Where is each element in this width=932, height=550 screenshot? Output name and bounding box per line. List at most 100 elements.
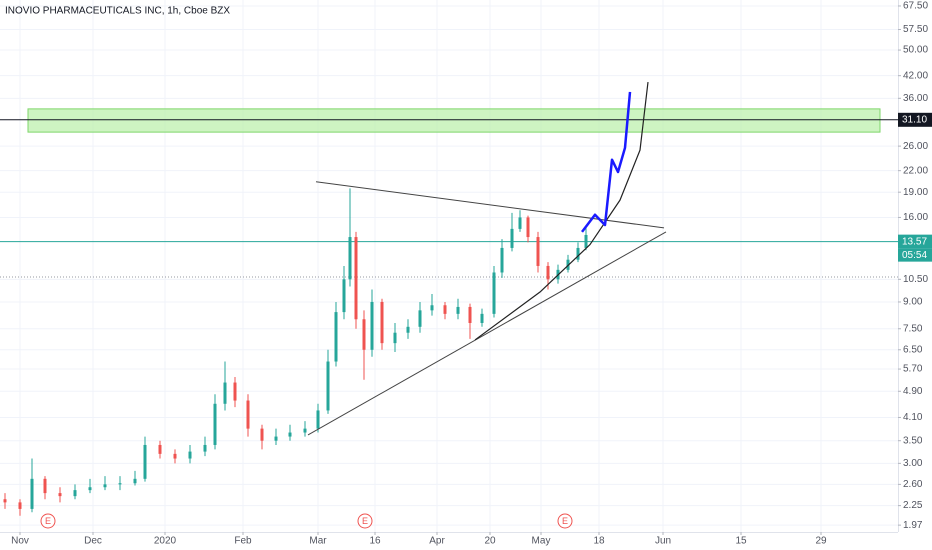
y-tick-label: 36.00 [903,93,928,104]
candle-body [58,493,62,497]
y-tick-label: 67.50 [903,1,928,12]
y-tick-label: 57.50 [903,24,928,35]
candle-body [326,361,330,411]
y-tick-label: 2.25 [903,500,923,511]
price-badge [898,234,932,249]
candle-body [288,432,292,437]
candle-body [73,490,77,497]
y-tick-label: 6.50 [903,344,923,355]
candle-body [380,301,384,344]
candle-body [406,326,410,333]
y-tick-label: 5.70 [903,364,923,375]
x-tick-label: May [532,536,551,547]
candle-body [334,312,338,362]
candle-body [274,436,278,441]
y-tick-label: 7.50 [903,323,923,334]
price-badge-label: 13.57 [902,236,927,247]
chart-title: INOVIO PHARMACEUTICALS INC, 1h, Cboe BZX [5,6,230,17]
x-tick-label: Mar [309,536,327,547]
candle-body [418,310,422,327]
candle-body [143,444,147,479]
x-tick-label: 15 [735,536,747,547]
timer-label: 05:54 [902,250,927,261]
x-tick-label: Feb [234,536,252,547]
candle-body [362,319,366,350]
y-tick-label: 10.50 [903,274,928,285]
candle-body [546,265,550,280]
x-tick-label: 20 [484,536,496,547]
y-tick-label: 50.00 [903,45,928,56]
candle-body [500,247,504,273]
x-tick-label: Apr [429,536,445,547]
candle-body [246,400,250,429]
x-tick-label: 2020 [154,536,177,547]
price-badge [898,112,932,127]
candle-body [188,451,192,459]
x-tick-label: Dec [84,536,102,547]
candle-body [576,247,580,260]
candle-body [103,484,107,488]
candle-body [510,228,514,248]
candle-body [133,478,137,484]
x-tick-label: 29 [815,536,827,547]
y-tick-label: 4.10 [903,412,923,423]
candle-body [203,444,207,452]
candle-body [260,428,264,441]
candle-body [118,483,122,485]
candle-body [430,305,434,311]
candle-body [158,444,162,454]
candle-body [480,313,484,323]
candle-body [456,306,460,314]
x-tick-label: Nov [11,536,29,547]
earnings-marker [357,513,373,529]
y-tick-label: 4.90 [903,386,923,397]
trendline [581,91,632,233]
earnings-marker [40,513,56,529]
candle-body [173,453,177,459]
earnings-label: E [362,516,368,526]
candle-body [303,428,307,433]
axis-layer: 67.50 57.50 50.00 42.00 36.00 26.00 22.00 19.00… [11,1,932,547]
x-tick-label: 18 [593,536,605,547]
candle-body [342,279,346,313]
candle-body [492,272,496,314]
y-tick-label: 9.00 [903,297,923,308]
candle-body [18,502,22,509]
x-tick-label: Jun [655,536,671,547]
y-tick-label: 2.60 [903,479,923,490]
grid-layer [0,0,898,532]
candle-body [233,382,237,401]
timer-badge [898,248,932,262]
y-tick-label: 16.00 [903,212,928,223]
candle-body [584,234,588,248]
candle-body [316,410,320,429]
y-tick-label: 1.97 [903,520,923,531]
earnings-label: E [562,516,568,526]
y-tick-label: 22.00 [903,165,928,176]
candle-body [88,487,92,491]
drawings-layer [307,82,667,436]
candle-body [43,478,47,494]
y-tick-label: 3.00 [903,458,923,469]
candle-body [348,237,352,280]
candle-body [468,306,472,323]
candle-body [536,237,540,266]
y-tick-label: 42.00 [903,70,928,81]
candle-body [213,403,217,445]
candle-body [370,301,374,350]
price-badge-label: 31.10 [902,114,927,125]
candle-body [443,305,447,314]
candle-body [3,499,7,503]
earnings-marker [557,513,573,529]
candle-body [393,332,397,344]
trendline [307,231,667,436]
y-tick-label: 19.00 [903,187,928,198]
y-tick-label: 26.00 [903,141,928,152]
earnings-label: E [45,516,51,526]
candle-body [518,217,522,229]
zone [27,108,881,133]
y-tick-label: 3.50 [903,435,923,446]
candle-body [354,237,358,320]
